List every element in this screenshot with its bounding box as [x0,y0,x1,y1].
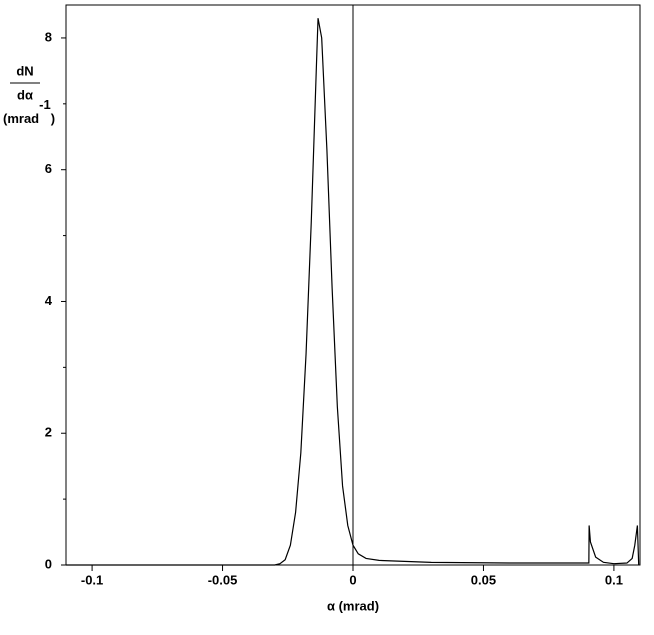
y-tick-label: 4 [45,293,53,308]
y-tick-label: 2 [45,425,52,440]
x-tick-label: 0.1 [605,572,623,587]
y-label-numerator: dN [16,63,33,78]
x-tick-label: -0.05 [208,572,238,587]
close: ) [51,111,55,126]
x-label: α (mrad) [327,598,379,613]
y-tick-label: 6 [45,161,52,176]
y-tick-label: 8 [45,29,52,44]
x-tick-label: 0.05 [471,572,496,587]
data-line [66,18,640,566]
x-tick-label: 0 [349,572,356,587]
x-tick-label: -0.1 [81,572,103,587]
unit: (mrad [3,111,39,126]
y-label-unit: (mrad-1) [3,97,55,126]
y-tick-label: 0 [45,556,52,571]
exponent: -1 [39,97,51,112]
y-label-denominator: dα [17,87,33,102]
